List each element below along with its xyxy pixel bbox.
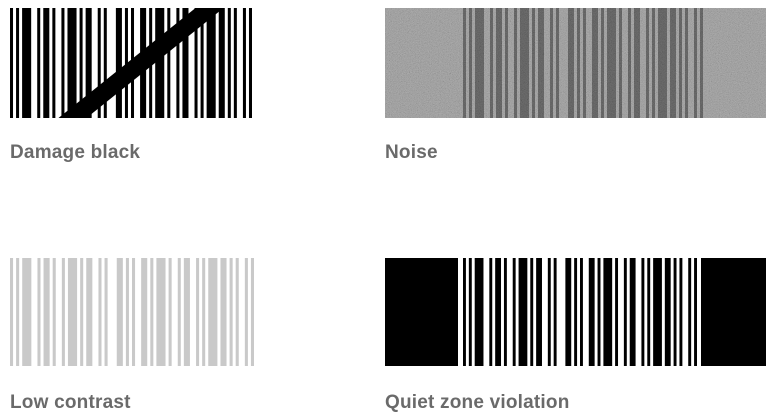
barcode-bar bbox=[503, 258, 507, 366]
barcode-bar bbox=[125, 258, 129, 366]
barcode-bar bbox=[67, 8, 77, 118]
barcode-bar bbox=[597, 258, 601, 366]
barcode-bar bbox=[202, 258, 206, 366]
barcode-bar bbox=[194, 8, 198, 118]
barcode-bar bbox=[206, 8, 216, 118]
barcode-bar bbox=[688, 258, 692, 366]
barcode-bar bbox=[79, 8, 83, 118]
barcode-bar bbox=[536, 258, 542, 366]
barcode-bar bbox=[176, 8, 180, 118]
barcode-bar bbox=[229, 258, 233, 366]
barcode-bar bbox=[653, 258, 662, 366]
barcode-bar bbox=[61, 8, 65, 118]
caption-damage-black: Damage black bbox=[10, 142, 141, 163]
barcode-noise-image bbox=[385, 8, 766, 118]
barcode-bar bbox=[512, 258, 516, 366]
barcode-bar bbox=[86, 258, 93, 366]
barcode-bar bbox=[124, 8, 128, 118]
barcode-bar bbox=[641, 258, 645, 366]
caption-noise: Noise bbox=[385, 142, 438, 163]
barcode-bar bbox=[37, 258, 41, 366]
barcode-bar bbox=[218, 8, 225, 118]
barcode-bars bbox=[10, 258, 254, 366]
barcode-bar bbox=[16, 8, 20, 118]
barcode-bars bbox=[463, 258, 697, 366]
barcode-bar bbox=[183, 258, 190, 366]
barcode-bar bbox=[227, 8, 231, 118]
barcode-bar bbox=[61, 258, 65, 366]
barcode-bar bbox=[155, 8, 165, 118]
barcode-bar bbox=[250, 258, 254, 366]
barcode-bar bbox=[10, 258, 14, 366]
barcode-bar bbox=[603, 258, 613, 366]
barcode-bar bbox=[52, 8, 56, 118]
barcode-bar bbox=[233, 8, 237, 118]
barcode-bar bbox=[80, 258, 84, 366]
barcode-bar bbox=[85, 8, 92, 118]
caption-quiet-zone-violation: Quiet zone violation bbox=[385, 392, 570, 413]
caption-low-contrast: Low contrast bbox=[10, 392, 131, 413]
barcode-bar bbox=[615, 258, 619, 366]
barcode-bar bbox=[664, 258, 671, 366]
barcode-bar bbox=[43, 258, 50, 366]
barcode-bar bbox=[104, 258, 108, 366]
barcode-bar bbox=[43, 8, 50, 118]
barcode-bar bbox=[168, 258, 172, 366]
barcode-bar bbox=[97, 8, 101, 118]
barcode-bar bbox=[530, 258, 534, 366]
barcode-bar bbox=[588, 258, 595, 366]
barcode-bar bbox=[116, 258, 123, 366]
barcode-bar bbox=[679, 258, 683, 366]
barcode-bar bbox=[52, 258, 56, 366]
barcode-bar bbox=[474, 258, 484, 366]
barcode-bar bbox=[10, 8, 14, 118]
barcode-quiet-zone-violation-image bbox=[385, 258, 766, 366]
barcode-damage-black-image bbox=[10, 8, 252, 118]
barcode-bar bbox=[463, 258, 466, 366]
barcode-bar bbox=[495, 258, 502, 366]
barcode-bar bbox=[694, 258, 697, 366]
barcode-bar bbox=[132, 258, 136, 366]
barcode-bar bbox=[196, 258, 200, 366]
barcode-bar bbox=[623, 258, 627, 366]
barcode-bar bbox=[22, 8, 32, 118]
barcode-bar bbox=[182, 8, 189, 118]
quiet-zone-block-right bbox=[701, 258, 766, 366]
barcode-bar bbox=[489, 258, 493, 366]
barcode-bar bbox=[242, 8, 246, 118]
quiet-zone-block-left bbox=[385, 258, 458, 366]
barcode-low-contrast-image bbox=[10, 258, 254, 366]
barcode-bar bbox=[518, 258, 528, 366]
barcode-bar bbox=[167, 8, 171, 118]
barcode-bar bbox=[220, 258, 227, 366]
barcode-bar bbox=[22, 258, 32, 366]
barcode-bar bbox=[565, 258, 572, 366]
barcode-bar bbox=[141, 258, 148, 366]
barcode-bar bbox=[235, 258, 239, 366]
damage-stripe bbox=[58, 8, 224, 118]
barcode-bar bbox=[468, 258, 472, 366]
barcode-bar bbox=[98, 258, 102, 366]
barcode-bar bbox=[150, 258, 154, 366]
barcode-bar bbox=[553, 258, 557, 366]
barcode-bar bbox=[156, 258, 166, 366]
barcode-bar bbox=[67, 258, 78, 366]
noise-grain-light bbox=[385, 8, 766, 118]
barcode-bar bbox=[177, 258, 181, 366]
barcode-bar bbox=[244, 258, 248, 366]
barcode-bar bbox=[547, 258, 551, 366]
barcode-bar bbox=[37, 8, 41, 118]
barcode-bar bbox=[574, 258, 578, 366]
barcode-bar bbox=[103, 8, 107, 118]
barcode-bar bbox=[629, 258, 636, 366]
barcode-bar bbox=[200, 8, 204, 118]
barcode-bar bbox=[208, 258, 218, 366]
barcode-bar bbox=[580, 258, 583, 366]
barcode-bar bbox=[647, 258, 651, 366]
barcode-bar bbox=[16, 258, 20, 366]
barcode-bar bbox=[115, 8, 122, 118]
barcode-bar bbox=[673, 258, 677, 366]
barcode-bar bbox=[248, 8, 252, 118]
